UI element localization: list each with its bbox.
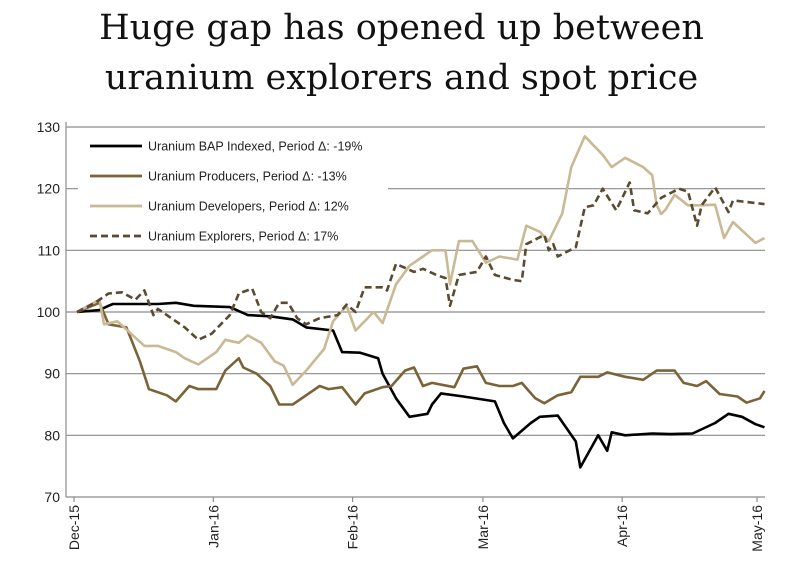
y-tick-label: 70 [44,489,60,505]
legend-label-2: Uranium Producers, Period Δ: -13% [148,170,347,184]
y-tick-label: 90 [44,366,60,382]
x-tick-label: Feb-16 [345,505,361,550]
y-tick-label: 110 [38,242,61,258]
y-tick-label: 100 [37,304,61,320]
series-line-1 [76,301,765,469]
y-tick-label: 130 [37,119,61,135]
series-line-4 [76,181,765,342]
x-tick-label: Apr-16 [614,505,630,547]
series-line-2 [76,301,766,406]
x-tick-label: Dec-15 [66,505,82,550]
y-tick-label: 120 [37,181,61,197]
y-tick-label: 80 [44,427,60,443]
chart-title-line-2: uranium explorers and spot price [104,58,699,98]
legend-label-3: Uranium Developers, Period Δ: 12% [148,200,349,214]
legend-background [78,133,388,249]
x-tick-label: May-16 [749,505,765,552]
chart-title-line-1: Huge gap has opened up between [99,8,704,48]
legend-label-4: Uranium Explorers, Period Δ: 17% [148,230,338,244]
x-tick-label: Mar-16 [475,505,491,550]
series-line-3 [76,135,766,387]
legend-label-1: Uranium BAP Indexed, Period Δ: -19% [148,140,362,154]
x-tick-label: Jan-16 [205,505,221,548]
